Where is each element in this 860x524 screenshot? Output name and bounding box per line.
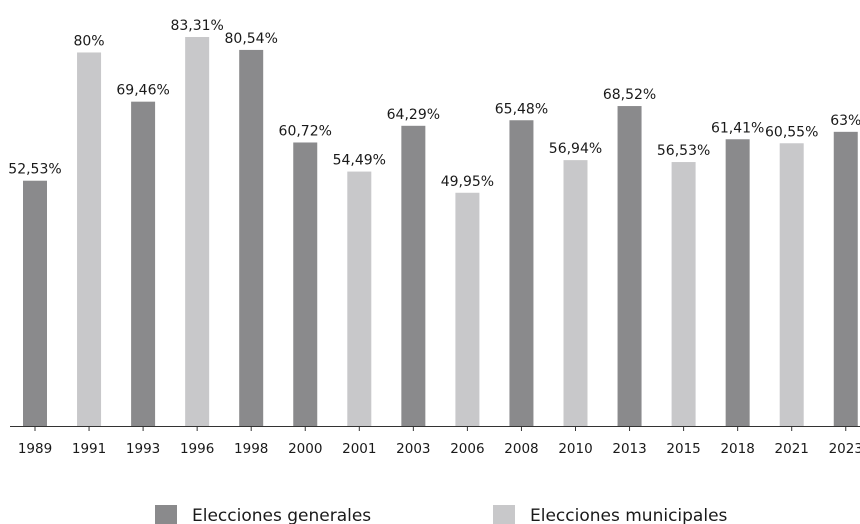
bar-1991 [77, 52, 102, 427]
value-label-2006: 49,95% [441, 174, 494, 190]
x-tick-label-2021: 2021 [775, 441, 809, 457]
legend-label-generales: Elecciones generales [192, 506, 371, 524]
bar-1996 [185, 37, 210, 426]
bar-2010 [563, 160, 588, 426]
value-label-2018: 61,41% [711, 120, 764, 136]
legend-swatch-municipales [493, 505, 515, 524]
value-label-2023: 63% [830, 113, 860, 129]
value-label-2013: 68,52% [603, 87, 656, 103]
bars-group [23, 37, 858, 427]
x-tick-label-2018: 2018 [720, 441, 754, 457]
legend-swatch-generales [155, 505, 177, 524]
value-label-2008: 65,48% [495, 101, 548, 117]
x-tick-label-2003: 2003 [396, 441, 430, 457]
value-label-2000: 60,72% [279, 123, 332, 139]
x-tick-label-2006: 2006 [450, 441, 484, 457]
value-labels-group: 52,53% 80% 69,46% 83,31%80,54% 60,72%54,49% 6… [8, 18, 860, 190]
value-label-1996: 83,31% [170, 18, 223, 34]
value-label-2010: 56,94% [549, 141, 602, 157]
value-label-1991: 80% [73, 33, 104, 49]
bar-2001 [347, 171, 372, 426]
value-label-1989: 52,53% [8, 162, 61, 178]
x-tick-marks [34, 426, 847, 431]
value-label-2021: 60,55% [765, 124, 818, 140]
x-tick-label-1993: 1993 [126, 441, 160, 457]
bar-2006 [455, 192, 480, 426]
bar-1993 [131, 101, 156, 427]
bar-2018 [725, 139, 750, 426]
x-tick-label-1998: 1998 [234, 441, 268, 457]
value-label-1998: 80,54% [225, 31, 278, 47]
bar-2003 [401, 125, 426, 426]
x-tick-label-2000: 2000 [288, 441, 322, 457]
bar-2015 [671, 162, 696, 427]
x-tick-label-2010: 2010 [558, 441, 592, 457]
bar-2021 [779, 143, 804, 426]
bar-2008 [509, 120, 534, 426]
legend-label-municipales: Elecciones municipales [530, 506, 728, 524]
value-label-1993: 69,46% [116, 83, 169, 99]
legend: Elecciones generales Elecciones municipa… [155, 505, 728, 524]
x-tick-labels-group: 1989 1991 1993 1996 1998 2000 2001 2003 2006 2008… [18, 441, 860, 457]
x-tick-label-2023: 2023 [829, 441, 860, 457]
bar-2023 [833, 131, 858, 426]
x-tick-label-1996: 1996 [180, 441, 214, 457]
x-tick-label-2015: 2015 [666, 441, 700, 457]
bar-1998 [239, 49, 264, 427]
bar-1989 [23, 180, 47, 426]
x-tick-label-2013: 2013 [612, 441, 646, 457]
x-tick-label-1989: 1989 [18, 441, 52, 457]
value-label-2001: 54,49% [333, 153, 386, 169]
bar-2013 [617, 106, 642, 426]
x-tick-label-1991: 1991 [72, 441, 106, 457]
value-label-2015: 56,53% [657, 143, 710, 159]
x-tick-label-2001: 2001 [342, 441, 376, 457]
bar-2000 [293, 142, 318, 427]
x-tick-label-2008: 2008 [504, 441, 538, 457]
value-label-2003: 64,29% [387, 107, 440, 123]
